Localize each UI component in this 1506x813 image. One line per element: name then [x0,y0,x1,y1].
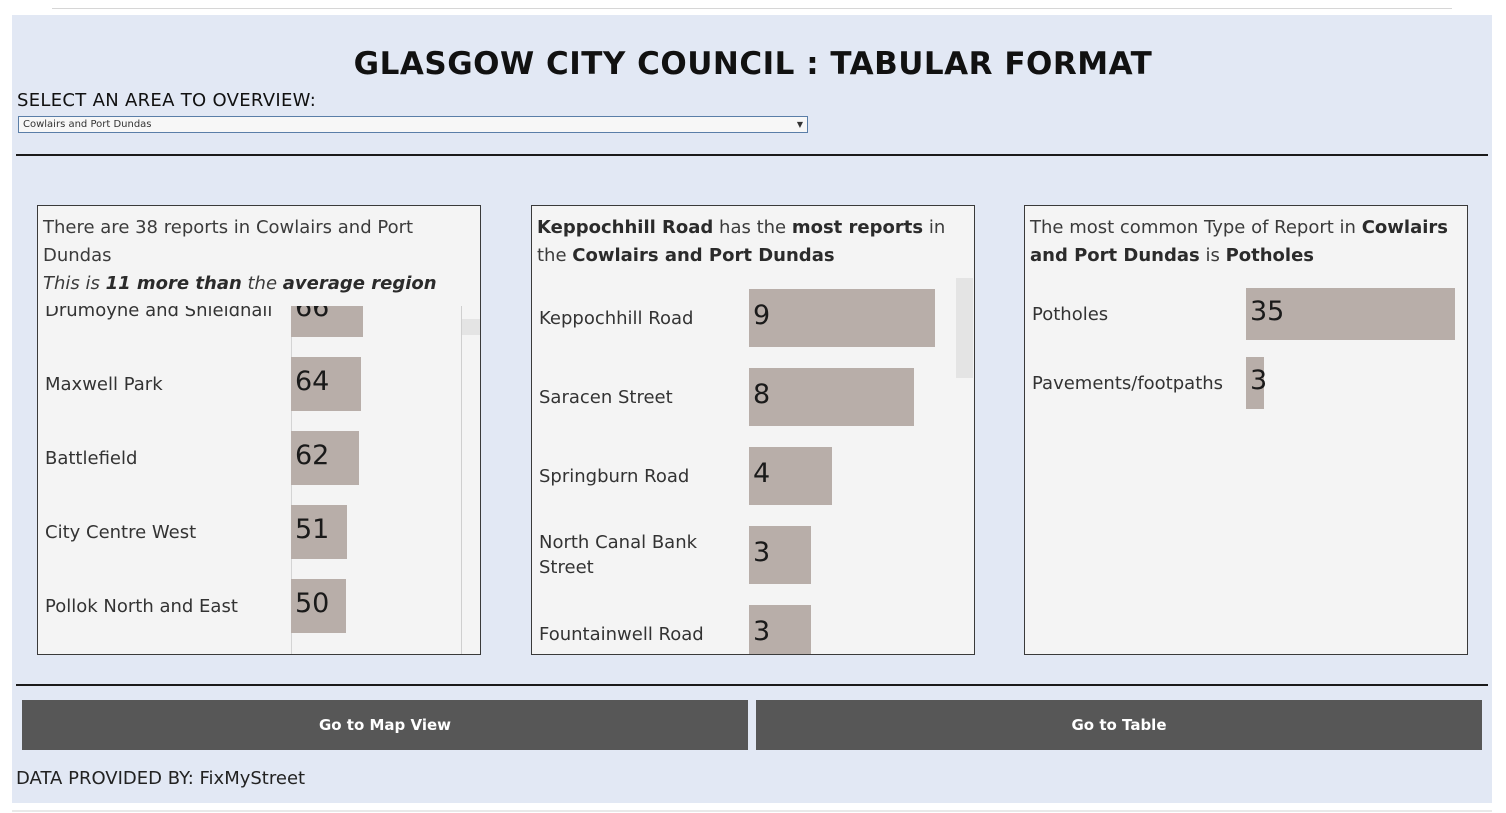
report-type-bar[interactable]: 3 [1246,357,1268,409]
region-bar[interactable]: 51 [291,505,347,559]
region-row-label: Maxwell Park [45,373,163,395]
street-bar-value: 8 [753,379,771,410]
street-bar-value: 4 [753,458,771,489]
go-to-map-view-button[interactable]: Go to Map View [22,700,748,750]
region-row-label: Drumoyne and Shieldhall [45,299,273,321]
chevron-down-icon[interactable]: ▼ [796,120,803,129]
report-type-row-label: Potholes [1032,303,1109,325]
types-summary: The most common Type of Report in Cowlai… [1030,217,1448,266]
report-type-bar[interactable]: 35 [1246,288,1455,340]
report-type-row-label: Pavements/footpaths [1032,372,1224,394]
report-type-bar-value: 35 [1250,296,1285,327]
region-bar[interactable]: 50 [291,579,346,633]
streets-summary: Keppochhill Road has the most reports in… [537,217,946,266]
street-bar-value: 3 [753,616,771,647]
streets-panel: Keppochhill Road has the most reports in… [531,205,975,655]
data-source-credit: DATA PROVIDED BY: FixMyStreet [16,768,306,789]
region-bar-value: 64 [295,366,330,397]
area-select-label: SELECT AN AREA TO OVERVIEW: [17,90,317,111]
street-row-label: Keppochhill Road [539,307,694,329]
area-select-dropdown[interactable]: Cowlairs and Port Dundas ▼ [18,116,808,133]
page-title: GLASGOW CITY COUNCIL : TABULAR FORMAT [353,46,1153,82]
area-select-value: Cowlairs and Port Dundas [23,119,152,130]
region-bar[interactable]: 64 [291,357,361,411]
region-row[interactable]: Drumoyne and Shieldhall 66 [38,292,480,654]
street-bar[interactable]: 3 [749,605,811,654]
regions-scrollbar-thumb[interactable] [462,319,480,335]
regions-panel: There are 38 reports in Cowlairs and Por… [37,205,481,655]
region-bar-value: 62 [295,440,330,471]
street-bar[interactable]: 3 [749,526,811,584]
region-bar[interactable]: 62 [291,431,359,485]
types-panel: The most common Type of Report in Cowlai… [1024,205,1468,655]
regions-summary: There are 38 reports in Cowlairs and Por… [43,214,440,298]
street-bar-value: 9 [753,300,771,331]
street-bar[interactable]: 9 [749,289,935,347]
region-row[interactable]: City Centre West 51 [38,306,480,654]
streets-scrollbar-thumb[interactable] [956,278,973,378]
section-divider-bottom [16,684,1488,686]
go-to-table-button[interactable]: Go to Table [756,700,1482,750]
region-row[interactable]: Pollok North and East 50 [38,306,480,654]
regions-summary-line1: There are 38 reports in Cowlairs and Por… [43,217,414,266]
region-bar-value: 66 [295,292,330,323]
regions-scrollbar[interactable] [461,306,462,654]
region-bar[interactable]: 66 [291,292,363,337]
section-divider-top [16,154,1488,156]
region-row-label: Pollok North and East [45,595,238,617]
street-row-label: Fountainwell Road [539,623,704,645]
street-row-label: Saracen Street [539,386,673,408]
region-row-label: Battlefield [45,447,138,469]
region-bar-value: 50 [295,588,330,619]
region-row[interactable]: Battlefield 62 [38,306,480,654]
street-bar-value: 3 [753,537,771,568]
street-row-label: North Canal Bank Street [539,532,698,578]
region-row-label: City Centre West [45,521,197,543]
regions-summary-line2: This is 11 more than the average region [43,273,437,294]
report-type-bar-value: 3 [1250,365,1268,396]
street-bar[interactable]: 8 [749,368,915,426]
top-divider [52,8,1452,9]
region-bar-value: 51 [295,514,330,545]
street-row-label: Springburn Road [539,465,690,487]
bottom-divider [12,810,1492,812]
region-row[interactable]: Maxwell Park 64 [38,306,480,654]
street-bar[interactable]: 4 [749,447,832,505]
